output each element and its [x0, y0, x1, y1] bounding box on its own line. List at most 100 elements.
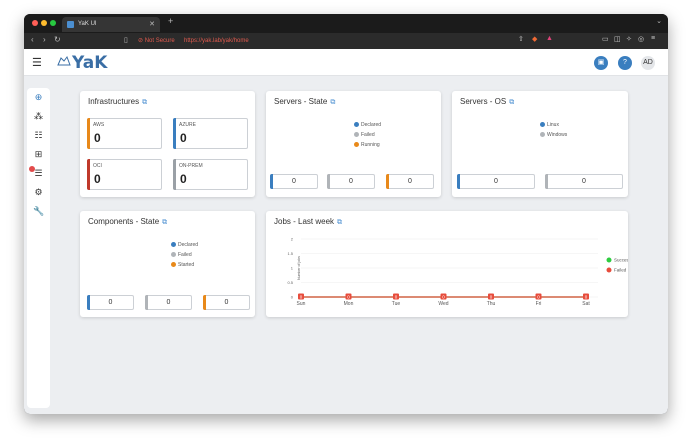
servers-os-open-link-icon[interactable]: ⧉	[509, 99, 515, 106]
components-state-open-link-icon[interactable]: ⧉	[162, 219, 168, 226]
infra-tile-label: AZURE	[179, 122, 196, 128]
data-point	[488, 293, 494, 300]
infra-tile-oci[interactable]: OCI 0	[87, 159, 162, 190]
forward-icon[interactable]: ›	[43, 35, 46, 44]
x-tick-label: Sat	[582, 301, 590, 307]
x-tick-label: Wed	[438, 301, 448, 307]
sidebar: ⊕ ⁂ ☷ ⊞ ☰ ⚙ 🔧	[27, 88, 50, 408]
data-label: 0	[490, 295, 493, 300]
servers-os-counter-windows[interactable]: 0	[545, 174, 623, 189]
sidebar-item-home-globe-icon[interactable]: ⊕	[34, 92, 43, 102]
infrastructures-card: Infrastructures ⧉ AWS 0 AZURE 0 OCI 0 ON-…	[80, 91, 255, 197]
brave-shield-icon[interactable]: ◆	[532, 36, 538, 43]
infrastructures-open-link-icon[interactable]: ⧉	[142, 99, 148, 106]
counter-accent	[457, 174, 460, 189]
legend-swatch	[540, 122, 545, 128]
extensions-icon[interactable]: ✧	[626, 36, 632, 43]
legend-swatch	[354, 132, 359, 138]
y-tick-label: 1	[291, 266, 294, 271]
counter-value: 0	[292, 178, 296, 185]
share-icon[interactable]: ⇧	[518, 36, 524, 43]
components-state-title: Components - State ⧉	[88, 217, 167, 227]
legend-item[interactable]: Running	[354, 141, 381, 151]
legend-swatch	[171, 252, 176, 258]
sidebar-item-settings-icon[interactable]: ⚙	[34, 187, 43, 197]
counter-accent	[327, 174, 330, 189]
servers-os-counter-linux[interactable]: 0	[457, 174, 535, 189]
sidebar-item-tools-icon[interactable]: 🔧	[33, 206, 45, 216]
infrastructures-title-text: Infrastructures	[88, 97, 140, 106]
notifications-icon[interactable]: ▣	[594, 56, 608, 70]
back-icon[interactable]: ‹	[31, 35, 34, 44]
address-field[interactable]: ▯ ⊘ Not Secure https://yak.lab/yak/home	[124, 35, 554, 47]
servers-os-title: Servers - OS ⧉	[460, 97, 514, 107]
x-tick-label: Thu	[487, 301, 496, 307]
servers-state-counter-failed[interactable]: 0	[327, 174, 375, 189]
reload-icon[interactable]: ↻	[54, 35, 61, 44]
minimize-window-icon[interactable]	[41, 20, 47, 26]
browser-tab[interactable]: YaK UI ✕	[62, 17, 160, 32]
jobs-card: Jobs - Last week ⧉ 0 0.5 1 1.5 2 Number of job…	[266, 211, 628, 317]
data-point	[298, 293, 304, 300]
tab-list-chevron-icon[interactable]: ⌄	[656, 18, 662, 25]
close-window-icon[interactable]	[32, 20, 38, 26]
servers-state-open-link-icon[interactable]: ⧉	[330, 99, 336, 106]
legend-item[interactable]: Declared	[354, 121, 381, 131]
new-tab-button[interactable]: +	[168, 16, 174, 26]
infra-tile-aws-accent	[87, 118, 90, 149]
x-tick-label: Tue	[392, 301, 401, 307]
hamburger-menu-icon[interactable]: ☰	[32, 57, 42, 69]
components-state-counter-declared[interactable]: 0	[87, 295, 134, 310]
sidebar-item-infrastructure-icon[interactable]: ⁂	[34, 111, 43, 121]
sidebar-item-jobs-icon[interactable]: ☰	[34, 168, 43, 178]
menu-icon[interactable]: ≡	[651, 35, 656, 42]
infra-tile-azure[interactable]: AZURE 0	[173, 118, 248, 149]
legend-item[interactable]: Started	[171, 261, 198, 271]
page-viewport: ☰ YaK ▣ ? AD ⊕ ⁂ ☷ ⊞ ☰ ⚙ 🔧 Infrastructur…	[24, 49, 668, 414]
legend-item[interactable]: Declared	[171, 241, 198, 251]
legend-item[interactable]: Windows	[540, 131, 567, 141]
components-state-counter-failed[interactable]: 0	[145, 295, 192, 310]
sidebar-item-components-icon[interactable]: ⊞	[34, 149, 43, 159]
tab-favicon-icon	[67, 21, 74, 28]
user-avatar[interactable]: AD	[641, 56, 655, 70]
infra-tile-oci-accent	[87, 159, 90, 190]
infrastructures-title: Infrastructures ⧉	[88, 97, 147, 107]
legend-item[interactable]: Failed	[354, 131, 381, 141]
legend-label: Running	[361, 142, 380, 148]
yak-logo-icon	[57, 55, 71, 66]
bookmark-icon[interactable]: ▯	[124, 37, 128, 44]
data-label: 0	[347, 295, 350, 300]
close-tab-icon[interactable]: ✕	[149, 21, 155, 28]
infra-tile-value: 0	[180, 172, 187, 186]
sidebar-item-servers-icon[interactable]: ☷	[34, 130, 43, 140]
servers-state-title: Servers - State ⧉	[274, 97, 335, 107]
legend-label: Declared	[361, 122, 382, 128]
legend-swatch	[540, 132, 545, 138]
y-tick-label: 0.5	[287, 280, 293, 285]
infra-tile-aws[interactable]: AWS 0	[87, 118, 162, 149]
components-state-counter-started[interactable]: 0	[203, 295, 250, 310]
maximize-window-icon[interactable]	[50, 20, 56, 26]
servers-state-counter-declared[interactable]: 0	[270, 174, 318, 189]
help-button[interactable]: ?	[618, 56, 632, 70]
jobs-open-link-icon[interactable]: ⧉	[337, 219, 343, 226]
sidebar-toggle-icon[interactable]: ▭	[602, 36, 609, 43]
infra-tile-on-prem[interactable]: ON-PREM 0	[173, 159, 248, 190]
not-secure-indicator[interactable]: ⊘ Not Secure	[138, 38, 175, 44]
servers-state-counter-running[interactable]: 0	[386, 174, 434, 189]
data-point	[583, 293, 589, 300]
app-logo-text[interactable]: YaK	[72, 53, 108, 73]
url-text: https://yak.lab/yak/home	[184, 38, 249, 44]
legend-item[interactable]: Failed	[171, 251, 198, 261]
wallet-icon[interactable]: ◫	[614, 36, 621, 43]
vpn-icon[interactable]: ◎	[638, 36, 645, 43]
infra-tile-label: ON-PREM	[179, 163, 203, 169]
legend-item[interactable]: Linux	[540, 121, 567, 131]
counter-accent	[145, 295, 148, 310]
legend-label: Failed	[178, 252, 192, 258]
y-tick-label: 2	[291, 237, 294, 242]
x-tick-label: Sun	[297, 301, 306, 307]
legend-swatch-failed	[606, 267, 612, 273]
rewards-icon[interactable]: ▲	[546, 35, 553, 42]
